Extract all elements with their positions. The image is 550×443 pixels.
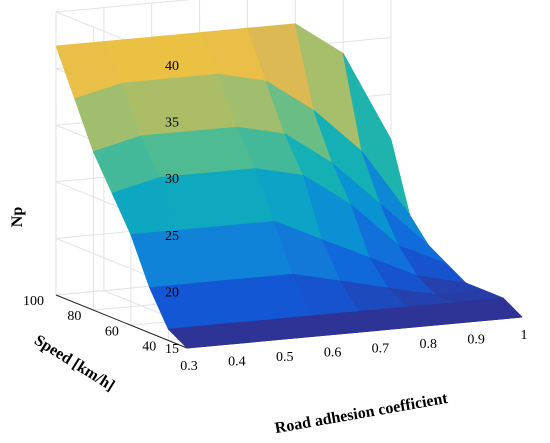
x-axis-label: Road adhesion coefficient (274, 390, 450, 437)
z-axis-label: Np (9, 207, 26, 228)
z-tick-label: 40 (165, 59, 179, 74)
y-axis-label: Speed [km/h] (31, 332, 117, 395)
surface-patch (454, 297, 523, 322)
y-tick-label: 60 (105, 324, 119, 339)
grid-line (55, 0, 192, 13)
z-tick-label: 30 (165, 172, 179, 187)
y-tick-label: 40 (142, 339, 156, 354)
y-axis-line (55, 294, 188, 349)
x-tick-label: 1 (521, 328, 528, 343)
z-tick-label: 15 (165, 342, 179, 357)
surface-layer (55, 23, 523, 349)
y-tick-label: 100 (23, 294, 44, 309)
x-tick-label: 0.3 (180, 359, 198, 374)
x-tick-label: 0.4 (228, 355, 246, 370)
x-tick-label: 0.5 (276, 350, 294, 365)
x-tick-label: 0.8 (420, 337, 438, 352)
x-tick-label: 0.7 (372, 341, 390, 356)
z-tick-label: 35 (165, 116, 179, 131)
x-tick-label: 0.9 (467, 332, 485, 347)
tick-layer: 15 20 25 30 35 40 0.3 0.4 0.5 0.6 0.7 0.8 0.9 1 40 60 80… (23, 59, 528, 374)
z-tick-label: 20 (165, 285, 179, 300)
z-tick-label: 25 (165, 229, 179, 244)
x-tick-label: 0.6 (324, 346, 342, 361)
y-tick-label: 80 (67, 309, 81, 324)
